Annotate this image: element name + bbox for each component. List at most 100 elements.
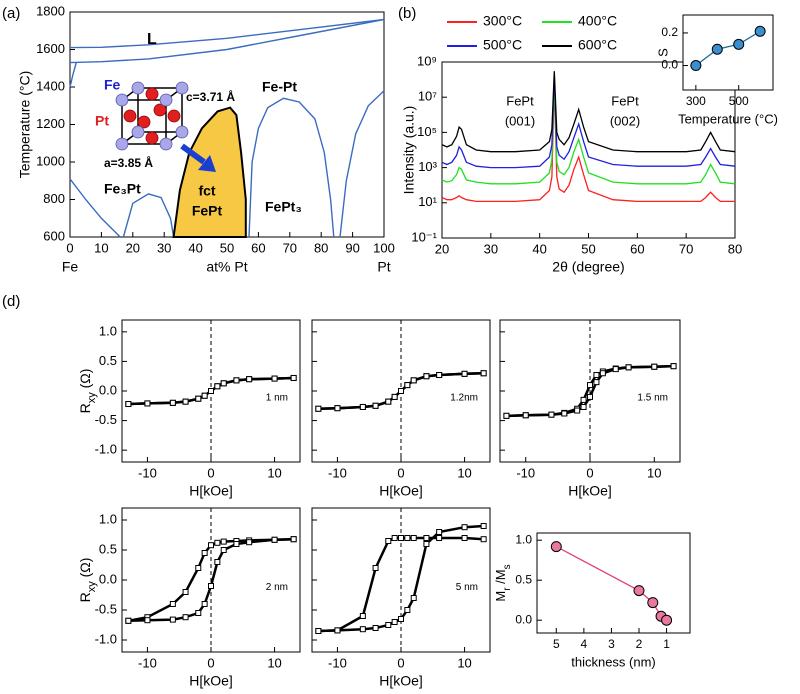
marker [125,401,132,408]
marker [182,589,189,595]
plot-frame [441,61,736,239]
x-tick-label: 10 [267,655,281,670]
marker [214,383,221,390]
y-tick-label: 0.5 [515,572,532,586]
fe-atom [175,81,189,95]
annotation: fct [198,183,215,199]
marker [271,375,278,382]
phase-boundary [69,62,77,88]
x-tick-label: 20 [126,240,140,255]
annotation: FePt [506,93,534,108]
x-tick-label: 30 [157,240,171,255]
panel-label: (b) [398,5,416,22]
y-tick-label: 1800 [36,3,65,18]
y-tick-label: -0.5 [95,412,117,427]
marker [461,370,468,377]
marker [436,535,443,541]
y-tick-label: 10¹ [418,194,437,209]
marker [372,625,379,631]
x-tick-label: 60 [630,241,644,256]
crystal-sketch [115,81,216,172]
marker [436,372,443,379]
y-tick-label: -1.0 [95,631,117,646]
x-tick-label: 4 [581,637,588,651]
marker [195,395,202,402]
marker [391,619,398,625]
marker [651,363,658,370]
marker [410,377,417,384]
marker [208,583,214,589]
x-tick-label: 10 [94,240,108,255]
x-axis-label: H[kOe] [379,483,423,499]
y-tick-label: 10⁵ [417,124,437,139]
marker [195,610,202,616]
marker [290,536,297,543]
annotation: Fe-Pt [262,79,297,95]
x-tick-label: 1 [663,637,670,651]
x-tick-label: -10 [328,465,347,480]
legend-label: 500°C [483,37,522,53]
annotation: L [147,31,157,48]
thickness-label: 5 nm [456,582,478,593]
marker [182,614,189,621]
legend-label: 600°C [578,37,617,53]
panel-label: (a) [2,5,20,22]
y-axis-label: Temperature (°C) [17,71,33,179]
x-axis-label: H[kOe] [568,483,612,499]
y-axis-label-part: xy [86,581,98,593]
marker [220,380,227,387]
marker [201,550,208,556]
marker [587,382,593,389]
marker [391,535,398,541]
marker [612,366,619,373]
annotation: a=3.85 Å [104,155,153,170]
marker [385,538,392,544]
y-tick-label: 1200 [36,116,65,131]
marker [404,535,411,541]
data-line [695,30,761,67]
y-tick-label: -1.0 [95,442,117,457]
marker [599,370,606,377]
x-axis-label: at% Pt [206,259,247,275]
marker [480,523,487,529]
x-tick-label: 3 [608,637,615,651]
marker [503,412,510,419]
fe-atom [115,137,129,151]
fe-atom [159,137,173,151]
marker [587,393,593,400]
annotation: Fe₃Pt [104,181,141,197]
annotation: Fe [104,77,121,93]
marker [398,616,404,622]
marker [593,379,600,386]
marker [208,388,214,394]
x-tick-label: 0 [207,465,214,480]
marker [436,529,443,535]
phase-region [172,106,247,238]
marker [754,25,766,37]
x-tick-label: 10 [267,465,281,480]
y-axis-label-part: M [493,591,508,602]
phase-boundary [69,18,385,49]
fe-atom [131,125,145,139]
marker [561,410,568,417]
marker [271,536,278,543]
data-line [441,79,736,185]
annotation: c=3.71 Å [186,89,235,104]
phase-boundary [122,193,175,238]
x-tick-label: 10 [647,465,661,480]
marker [290,374,297,381]
marker [334,627,341,634]
thickness-label: 1.5 nm [637,393,668,404]
x-tick-label: -10 [328,655,347,670]
y-axis-label-part: /M [493,569,508,587]
marker [670,363,677,370]
legend-label: 400°C [578,13,617,29]
y-tick-label: 600 [43,228,65,243]
marker [690,60,702,72]
x-tick-label: 40 [188,240,202,255]
x-tick-label: 90 [345,240,359,255]
y-tick-label: 0.0 [515,612,532,626]
marker [647,597,659,609]
pt-atom [145,131,159,145]
x-tick-label: 50 [220,240,234,255]
